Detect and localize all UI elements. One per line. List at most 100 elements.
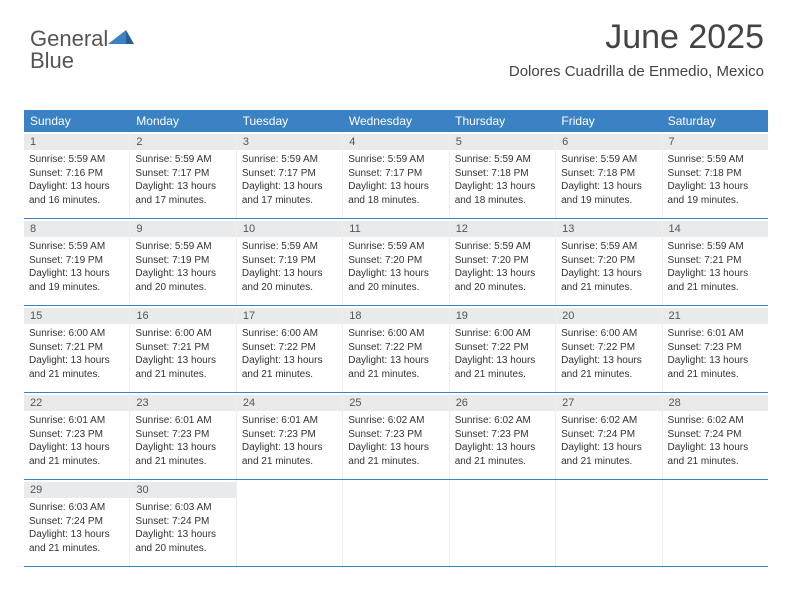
day-number: 23 <box>130 395 235 411</box>
day-cell: 23Sunrise: 6:01 AMSunset: 7:23 PMDayligh… <box>130 393 236 479</box>
day-number: 28 <box>663 395 768 411</box>
page-header: June 2025 Dolores Cuadrilla de Enmedio, … <box>509 18 764 80</box>
day-cell: 11Sunrise: 5:59 AMSunset: 7:20 PMDayligh… <box>343 219 449 305</box>
day-headers-row: Sunday Monday Tuesday Wednesday Thursday… <box>24 110 768 132</box>
calendar-week: 29 Sunrise: 6:03 AMSunset: 7:24 PMDayligh… <box>24 480 768 567</box>
day-details: Sunrise: 5:59 AMSunset: 7:18 PMDaylight:… <box>455 153 550 207</box>
location-subtitle: Dolores Cuadrilla de Enmedio, Mexico <box>509 63 764 80</box>
day-cell-empty <box>556 480 662 566</box>
day-cell: 22 Sunrise: 6:01 AMSunset: 7:23 PMDayligh… <box>24 393 130 479</box>
day-header: Saturday <box>662 110 768 132</box>
logo-triangle-icon <box>108 26 134 46</box>
day-number: 18 <box>343 308 448 324</box>
day-number: 24 <box>237 395 342 411</box>
day-number: 15 <box>24 308 129 324</box>
day-details: Sunrise: 5:59 AMSunset: 7:17 PMDaylight:… <box>348 153 443 207</box>
day-cell-empty <box>450 480 556 566</box>
day-details: Sunrise: 5:59 AMSunset: 7:20 PMDaylight:… <box>348 240 443 294</box>
day-cell: 30Sunrise: 6:03 AMSunset: 7:24 PMDayligh… <box>130 480 236 566</box>
calendar-week: 15 Sunrise: 6:00 AMSunset: 7:21 PMDayligh… <box>24 306 768 393</box>
day-cell: 26Sunrise: 6:02 AMSunset: 7:23 PMDayligh… <box>450 393 556 479</box>
day-number: 1 <box>24 134 129 150</box>
day-number: 25 <box>343 395 448 411</box>
day-details: Sunrise: 5:59 AMSunset: 7:19 PMDaylight:… <box>242 240 337 294</box>
day-details: Sunrise: 6:00 AMSunset: 7:21 PMDaylight:… <box>135 327 230 381</box>
day-number: 13 <box>556 221 661 237</box>
day-cell: 18 Sunrise: 6:00 AMSunset: 7:22 PMDayligh… <box>343 306 449 392</box>
day-header: Sunday <box>24 110 130 132</box>
day-cell: 7 Sunrise: 5:59 AMSunset: 7:18 PMDaylight… <box>663 132 768 218</box>
day-number: 27 <box>556 395 661 411</box>
day-details: Sunrise: 6:03 AMSunset: 7:24 PMDaylight:… <box>29 501 124 555</box>
day-number: 6 <box>556 134 661 150</box>
day-cell: 27Sunrise: 6:02 AMSunset: 7:24 PMDayligh… <box>556 393 662 479</box>
day-cell: 4Sunrise: 5:59 AMSunset: 7:17 PMDaylight… <box>343 132 449 218</box>
month-title: June 2025 <box>509 18 764 57</box>
day-cell: 2 Sunrise: 5:59 AMSunset: 7:17 PMDaylight… <box>130 132 236 218</box>
day-header: Wednesday <box>343 110 449 132</box>
day-details: Sunrise: 6:01 AMSunset: 7:23 PMDaylight:… <box>668 327 763 381</box>
day-number: 2 <box>130 134 235 150</box>
day-details: Sunrise: 6:01 AMSunset: 7:23 PMDaylight:… <box>29 414 124 468</box>
day-cell: 15Sunrise: 6:00 AMSunset: 7:21 PMDayligh… <box>24 306 130 392</box>
day-number: 19 <box>450 308 555 324</box>
day-details: Sunrise: 6:00 AMSunset: 7:22 PMDaylight:… <box>348 327 443 381</box>
day-cell: 9 Sunrise: 5:59 AMSunset: 7:19 PMDaylight… <box>130 219 236 305</box>
day-cell: 10 Sunrise: 5:59 AMSunset: 7:19 PMDayligh… <box>237 219 343 305</box>
day-number: 14 <box>663 221 768 237</box>
day-number: 8 <box>24 221 129 237</box>
day-details: Sunrise: 5:59 AMSunset: 7:20 PMDaylight:… <box>455 240 550 294</box>
day-details: Sunrise: 5:59 AMSunset: 7:19 PMDaylight:… <box>29 240 124 294</box>
day-details: Sunrise: 5:59 AMSunset: 7:21 PMDaylight:… <box>668 240 763 294</box>
day-details: Sunrise: 6:00 AMSunset: 7:22 PMDaylight:… <box>242 327 337 381</box>
day-details: Sunrise: 6:00 AMSunset: 7:22 PMDaylight:… <box>561 327 656 381</box>
calendar-week: 22 Sunrise: 6:01 AMSunset: 7:23 PMDayligh… <box>24 393 768 480</box>
day-header: Tuesday <box>237 110 343 132</box>
day-details: Sunrise: 5:59 AMSunset: 7:16 PMDaylight:… <box>29 153 124 207</box>
day-details: Sunrise: 6:00 AMSunset: 7:22 PMDaylight:… <box>455 327 550 381</box>
day-header: Monday <box>130 110 236 132</box>
day-number: 17 <box>237 308 342 324</box>
day-cell: 1 Sunrise: 5:59 AMSunset: 7:16 PMDaylight… <box>24 132 130 218</box>
day-number: 9 <box>130 221 235 237</box>
day-cell: 12Sunrise: 5:59 AMSunset: 7:20 PMDayligh… <box>450 219 556 305</box>
day-cell: 29 Sunrise: 6:03 AMSunset: 7:24 PMDayligh… <box>24 480 130 566</box>
day-number: 3 <box>237 134 342 150</box>
day-number: 21 <box>663 308 768 324</box>
day-cell: 21 Sunrise: 6:01 AMSunset: 7:23 PMDayligh… <box>663 306 768 392</box>
day-cell-empty <box>343 480 449 566</box>
brand-logo: General Blue <box>30 26 134 72</box>
day-number: 5 <box>450 134 555 150</box>
day-details: Sunrise: 5:59 AMSunset: 7:17 PMDaylight:… <box>135 153 230 207</box>
day-cell: 6 Sunrise: 5:59 AMSunset: 7:18 PMDaylight… <box>556 132 662 218</box>
day-details: Sunrise: 5:59 AMSunset: 7:18 PMDaylight:… <box>668 153 763 207</box>
day-cell: 5 Sunrise: 5:59 AMSunset: 7:18 PMDaylight… <box>450 132 556 218</box>
calendar-week: 8 Sunrise: 5:59 AMSunset: 7:19 PMDaylight… <box>24 219 768 306</box>
day-details: Sunrise: 5:59 AMSunset: 7:18 PMDaylight:… <box>561 153 656 207</box>
day-cell: 13 Sunrise: 5:59 AMSunset: 7:20 PMDayligh… <box>556 219 662 305</box>
day-cell: 19 Sunrise: 6:00 AMSunset: 7:22 PMDayligh… <box>450 306 556 392</box>
day-cell: 16 Sunrise: 6:00 AMSunset: 7:21 PMDayligh… <box>130 306 236 392</box>
day-cell: 24 Sunrise: 6:01 AMSunset: 7:23 PMDayligh… <box>237 393 343 479</box>
day-cell: 14 Sunrise: 5:59 AMSunset: 7:21 PMDayligh… <box>663 219 768 305</box>
day-details: Sunrise: 6:03 AMSunset: 7:24 PMDaylight:… <box>135 501 230 555</box>
day-details: Sunrise: 6:02 AMSunset: 7:23 PMDaylight:… <box>348 414 443 468</box>
day-details: Sunrise: 5:59 AMSunset: 7:17 PMDaylight:… <box>242 153 337 207</box>
day-cell: 17 Sunrise: 6:00 AMSunset: 7:22 PMDayligh… <box>237 306 343 392</box>
day-number: 10 <box>237 221 342 237</box>
day-details: Sunrise: 6:01 AMSunset: 7:23 PMDaylight:… <box>242 414 337 468</box>
day-details: Sunrise: 5:59 AMSunset: 7:19 PMDaylight:… <box>135 240 230 294</box>
day-number: 22 <box>24 395 129 411</box>
calendar-grid: Sunday Monday Tuesday Wednesday Thursday… <box>24 110 768 567</box>
day-cell-empty <box>237 480 343 566</box>
day-number: 29 <box>24 482 129 498</box>
brand-part2: Blue <box>30 50 134 72</box>
day-cell: 25 Sunrise: 6:02 AMSunset: 7:23 PMDayligh… <box>343 393 449 479</box>
day-number: 7 <box>663 134 768 150</box>
day-header: Friday <box>555 110 661 132</box>
day-details: Sunrise: 5:59 AMSunset: 7:20 PMDaylight:… <box>561 240 656 294</box>
day-cell: 20 Sunrise: 6:00 AMSunset: 7:22 PMDayligh… <box>556 306 662 392</box>
day-number: 20 <box>556 308 661 324</box>
day-number: 16 <box>130 308 235 324</box>
day-details: Sunrise: 6:02 AMSunset: 7:23 PMDaylight:… <box>455 414 550 468</box>
